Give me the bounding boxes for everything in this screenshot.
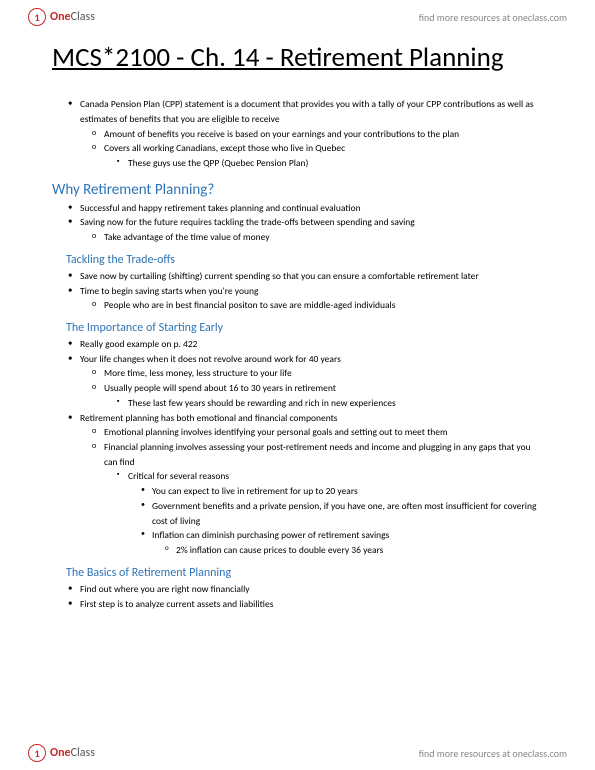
subsection-heading: Tackling the Trade-offs: [66, 253, 543, 267]
bullet: Usually people will spend about 16 to 30…: [104, 381, 543, 396]
bullet: Emotional planning involves identifying …: [104, 425, 543, 440]
bullet: Successful and happy retirement takes pl…: [80, 201, 543, 216]
bullet: Saving now for the future requires tackl…: [80, 215, 543, 230]
footer-tagline: find more resources at oneclass.com: [419, 747, 567, 760]
brand-logo: 1 OneClass: [28, 8, 95, 26]
bullet: People who are in best financial positon…: [104, 298, 543, 313]
bullet: Critical for several reasons: [128, 469, 543, 484]
subsection-heading: The Basics of Retirement Planning: [66, 566, 543, 580]
bullet: Amount of benefits you receive is based …: [104, 127, 543, 142]
logo-icon: 1: [28, 8, 46, 26]
subsection-heading: The Importance of Starting Early: [66, 321, 543, 335]
brand-logo: 1 OneClass: [28, 744, 95, 762]
bullet: Canada Pension Plan (CPP) statement is a…: [80, 97, 543, 126]
section-heading: Why Retirement Planning?: [52, 181, 543, 199]
bullet: First step is to analyze current assets …: [80, 597, 543, 612]
bullet: 2% inflation can cause prices to double …: [176, 543, 543, 558]
logo-text: OneClass: [50, 746, 95, 760]
logo-one: One: [50, 746, 71, 760]
bullet: Government benefits and a private pensio…: [152, 499, 543, 528]
bullet: Inflation can diminish purchasing power …: [152, 528, 543, 543]
document-body: MCS*2100 - Ch. 14 - Retirement Planning …: [0, 0, 595, 651]
bullet: You can expect to live in retirement for…: [152, 484, 543, 499]
logo-text: OneClass: [50, 10, 95, 24]
bullet: Really good example on p. 422: [80, 337, 543, 352]
page-title: MCS*2100 - Ch. 14 - Retirement Planning: [52, 40, 543, 75]
bullet: These last few years should be rewarding…: [128, 396, 543, 411]
logo-class: Class: [71, 10, 95, 24]
bullet: Take advantage of the time value of mone…: [104, 230, 543, 245]
page-header: 1 OneClass find more resources at onecla…: [0, 0, 595, 34]
bullet: More time, less money, less structure to…: [104, 366, 543, 381]
bullet: Retirement planning has both emotional a…: [80, 411, 543, 426]
bullet: These guys use the QPP (Quebec Pension P…: [128, 156, 543, 171]
page-footer: 1 OneClass find more resources at onecla…: [0, 736, 595, 770]
logo-one: One: [50, 10, 71, 24]
bullet: Your life changes when it does not revol…: [80, 352, 543, 367]
bullet: Financial planning involves assessing yo…: [104, 440, 543, 469]
bullet: Find out where you are right now financi…: [80, 582, 543, 597]
bullet: Save now by curtailing (shifting) curren…: [80, 269, 543, 284]
header-tagline: find more resources at oneclass.com: [419, 11, 567, 24]
bullet: Covers all working Canadians, except tho…: [104, 141, 543, 156]
logo-class: Class: [71, 746, 95, 760]
logo-icon: 1: [28, 744, 46, 762]
bullet: Time to begin saving starts when you're …: [80, 284, 543, 299]
